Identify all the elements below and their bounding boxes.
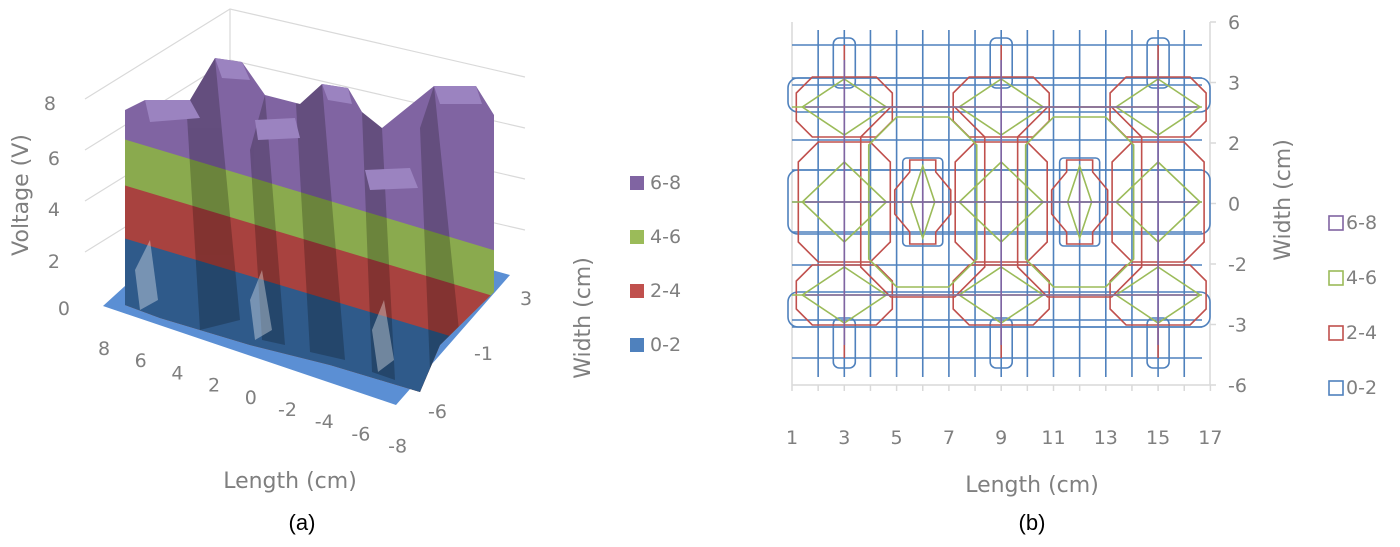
contour-0-2-loop	[787, 291, 1211, 328]
y-axis-label: Width (cm)	[1271, 139, 1296, 261]
y-tick: -6	[1228, 375, 1247, 397]
x-tick: 1	[786, 427, 798, 449]
caption-b: (b)	[1019, 510, 1046, 535]
contour-2-4-ring	[1111, 141, 1205, 263]
legend-label: 2-4	[1346, 322, 1377, 344]
length-tick: -6	[351, 423, 370, 445]
caption-a: (a)	[289, 510, 316, 535]
width-axis-ticks: 3 -1 -6	[428, 288, 532, 423]
width-tick: -6	[428, 401, 447, 423]
length-tick: 0	[245, 387, 257, 409]
contour-2-4-ring	[952, 264, 1050, 326]
contour-0-2-loop	[787, 169, 1211, 235]
legend-swatch	[1328, 215, 1344, 231]
legend-swatch	[630, 338, 644, 352]
surface-shading	[186, 58, 460, 380]
legend-a: 6-8 4-6 2-4 0-2	[630, 172, 681, 356]
peak-tops	[145, 58, 482, 190]
legend-label: 4-6	[1346, 267, 1377, 289]
contour-2-4-ring	[1109, 264, 1207, 326]
z-tick: 6	[48, 148, 60, 170]
length-tick: 8	[98, 338, 110, 360]
legend-label: 0-2	[1346, 377, 1377, 399]
x-axis-ticks: 1 3 5 7 9 11 13 15 17	[786, 427, 1223, 449]
z-tick: 4	[48, 199, 60, 221]
y-axis-ticks: 6 3 2 0 -2 -3 -6	[1228, 12, 1247, 397]
length-tick: -4	[315, 411, 334, 433]
contour-2-4-ring	[795, 264, 894, 326]
y-tick: -3	[1228, 315, 1247, 337]
length-tick: 4	[171, 362, 183, 384]
length-axis-ticks: 8 6 4 2 0 -2 -4 -6 -8	[98, 338, 407, 458]
length-tick: -2	[278, 399, 297, 421]
y-tick: 3	[1228, 73, 1240, 95]
width-axis-label: Width (cm)	[571, 257, 596, 379]
contour-2-4-ring	[954, 141, 1048, 263]
legend-swatch	[630, 176, 644, 190]
contour-2-4-ring	[1016, 106, 1143, 298]
z-axis-ticks: 8 6 4 2 0	[44, 93, 70, 320]
contour-4-6-diamond	[1066, 163, 1093, 241]
y-tick: -2	[1228, 254, 1247, 276]
legend-label: 6-8	[1346, 212, 1377, 234]
x-tick: 15	[1146, 427, 1170, 449]
legend-label: 6-8	[650, 172, 681, 194]
x-tick: 3	[838, 427, 850, 449]
surface-highlights	[135, 240, 394, 372]
length-tick: 2	[208, 375, 220, 397]
z-tick: 8	[44, 93, 56, 115]
contour-plot-area	[787, 21, 1216, 391]
length-tick: -8	[388, 436, 407, 458]
contour-0-2-loop	[787, 77, 1211, 113]
y-tick: 0	[1228, 194, 1240, 216]
contour-2-4-ring	[797, 141, 892, 263]
y-tick: 2	[1228, 133, 1240, 155]
width-tick: 3	[520, 288, 532, 310]
legend-swatch	[630, 230, 644, 244]
x-tick: 7	[943, 427, 955, 449]
x-tick: 5	[891, 427, 903, 449]
length-axis-label: Length (cm)	[223, 469, 357, 494]
width-tick: -1	[474, 343, 493, 365]
x-tick: 13	[1094, 427, 1118, 449]
y-tick: 6	[1228, 12, 1240, 34]
x-axis-label: Length (cm)	[965, 473, 1099, 498]
legend-swatch	[1328, 325, 1344, 341]
length-tick: 6	[135, 350, 147, 372]
contour-2-4-inner	[1050, 159, 1109, 245]
legend-label: 4-6	[650, 226, 681, 248]
legend-swatch	[1328, 380, 1344, 396]
legend-swatch	[630, 284, 644, 298]
contour-4-6-ring	[867, 116, 978, 288]
contour-4-6-ring	[1024, 116, 1135, 288]
x-tick: 11	[1041, 427, 1065, 449]
legend-label: 2-4	[650, 280, 681, 302]
z-tick: 2	[48, 251, 60, 273]
contour-2-4-ring	[1109, 76, 1207, 138]
contour-4-6-diamond	[909, 163, 936, 241]
x-tick: 17	[1198, 427, 1222, 449]
legend-swatch	[1328, 270, 1344, 286]
legend-label: 0-2	[650, 334, 681, 356]
contour-2-4-ring	[859, 106, 986, 298]
legend-b: 6-8 4-6 2-4 0-2	[1328, 212, 1377, 399]
z-axis-label: Voltage (V)	[9, 134, 34, 256]
z-tick: 0	[58, 298, 70, 320]
x-tick: 9	[995, 427, 1007, 449]
contour-2-4-inner	[893, 159, 952, 245]
